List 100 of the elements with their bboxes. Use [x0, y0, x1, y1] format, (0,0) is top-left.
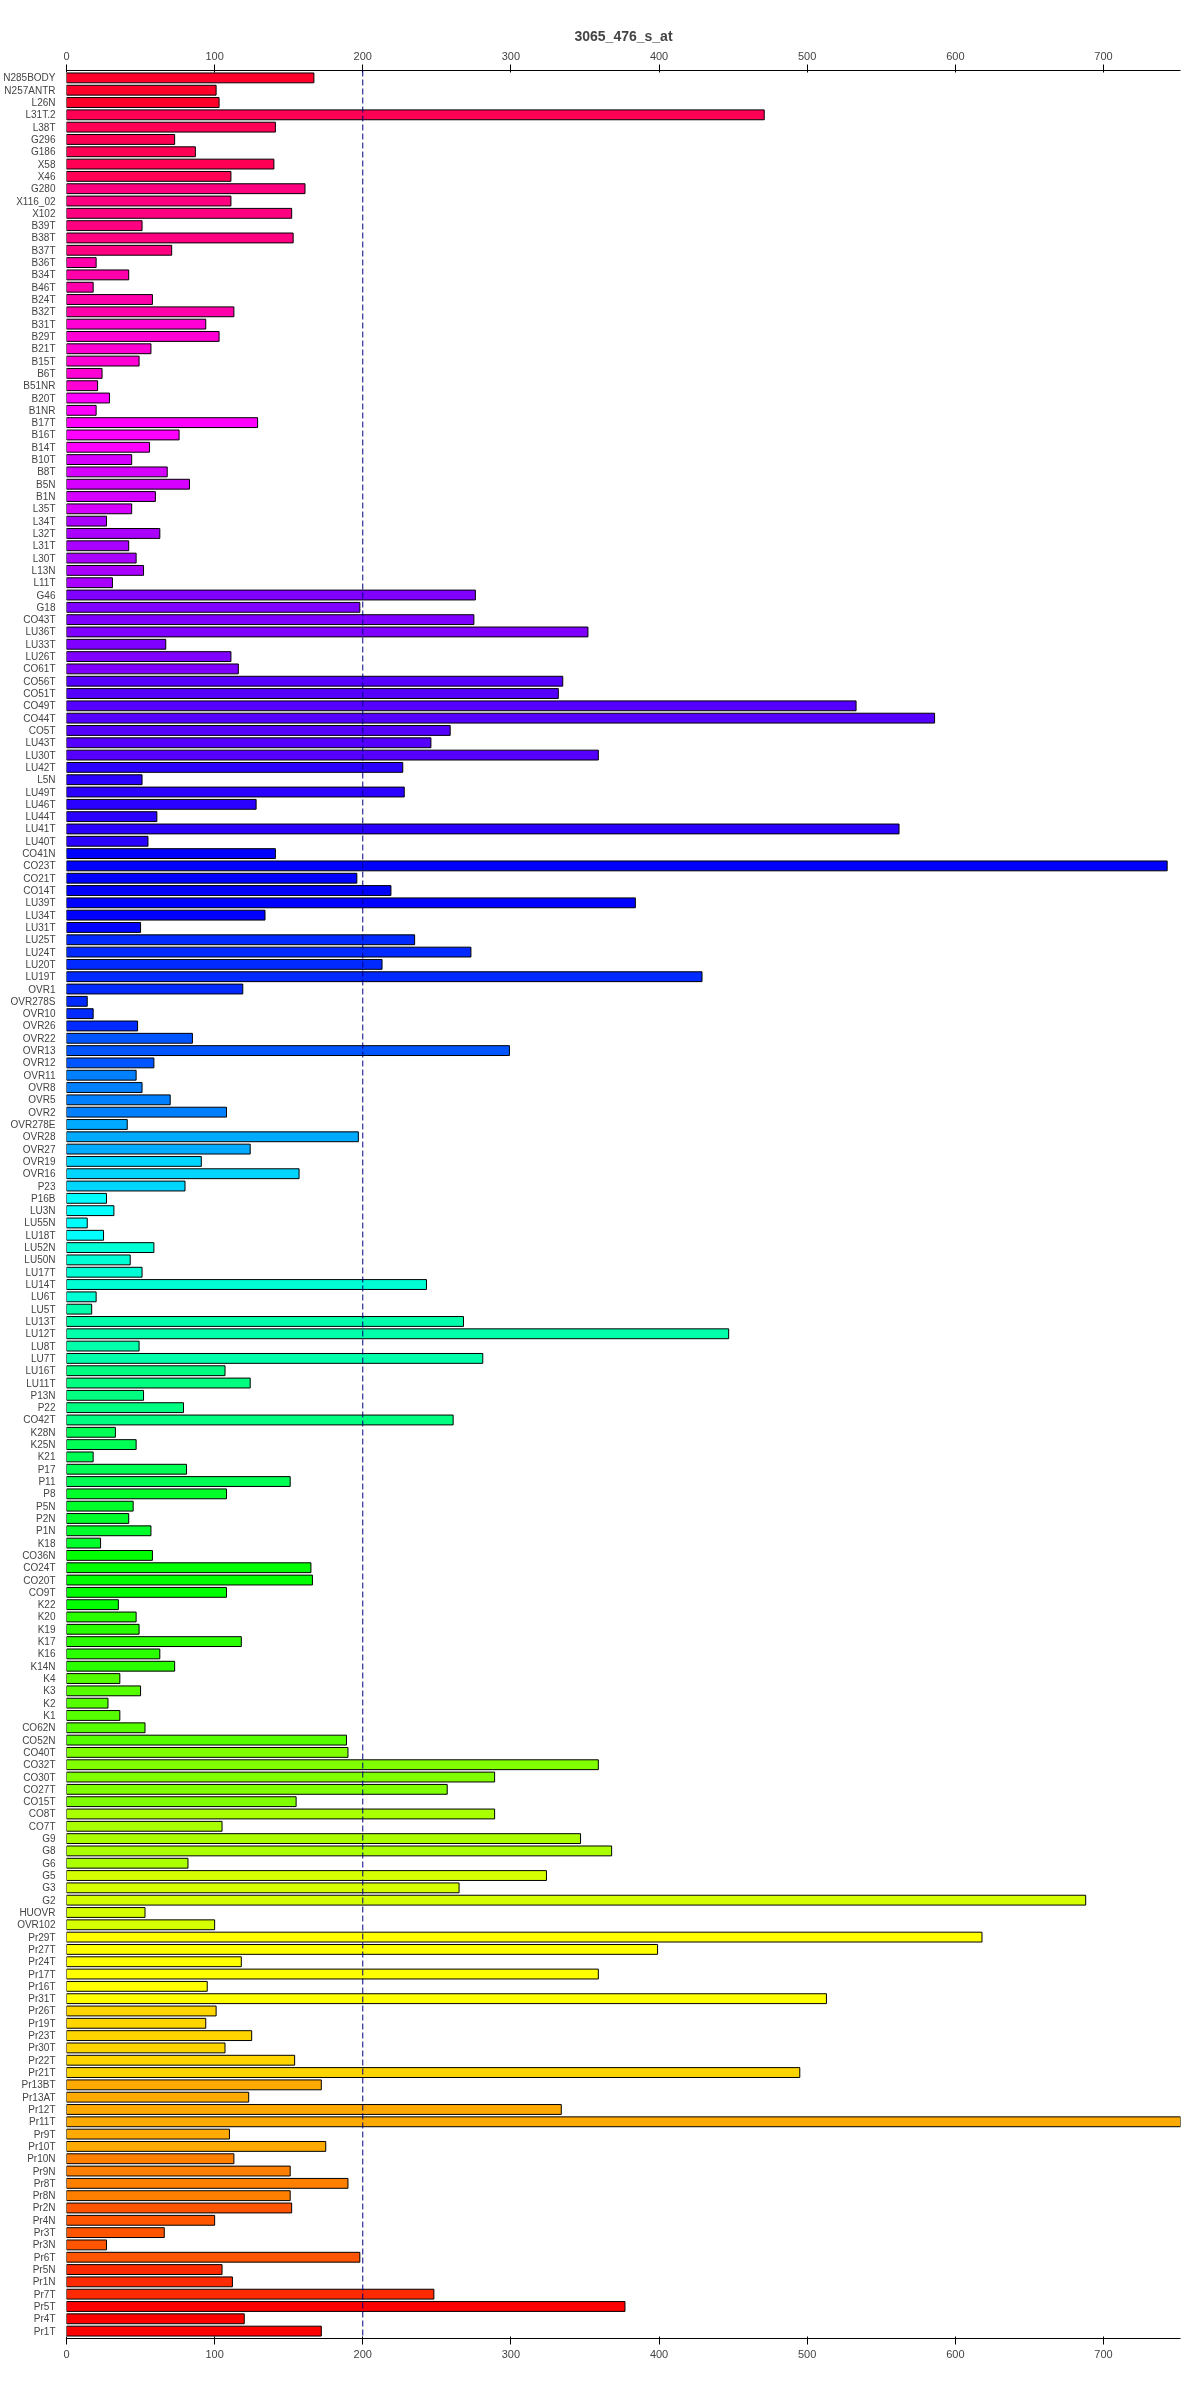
y-tick-label: LU8T — [31, 1340, 56, 1352]
y-tick-label: P23 — [37, 1180, 56, 1192]
y-tick-label: X102 — [32, 207, 56, 219]
y-tick-label: P22 — [37, 1402, 56, 1414]
y-tick-label: CO9T — [28, 1586, 56, 1598]
y-tick-label: L5N — [37, 774, 56, 786]
y-tick-label: K25N — [30, 1439, 56, 1451]
y-tick-label: G296 — [31, 133, 56, 145]
y-tick-label: CO15T — [23, 1796, 56, 1808]
y-tick-label: LU49T — [25, 786, 56, 798]
y-tick-label: OVR12 — [22, 1057, 56, 1069]
y-tick-label: Pr30T — [28, 2042, 56, 2054]
y-tick-label: K22 — [37, 1599, 56, 1611]
y-tick-label: LU50N — [24, 1254, 56, 1266]
y-tick-label: L34T — [32, 515, 56, 527]
y-tick-label: G18 — [36, 601, 56, 613]
y-tick-label: K20 — [37, 1611, 56, 1623]
y-tick-label: B46T — [31, 281, 56, 293]
y-tick-label: G8 — [42, 1845, 56, 1857]
y-tick-label: P11 — [38, 1476, 56, 1488]
y-tick-label: LU18T — [25, 1229, 56, 1241]
y-tick-label: B5N — [36, 478, 56, 490]
y-tick-label: LU19T — [25, 971, 56, 983]
y-tick-label: OVR27 — [22, 1143, 56, 1155]
x2-tick-label: 600 — [946, 2347, 965, 2360]
y-tick-label: P1N — [36, 1525, 56, 1537]
y-tick-label: B29T — [31, 330, 56, 342]
y-tick-label: OVR1 — [28, 983, 56, 995]
y-tick-label: P5N — [36, 1500, 56, 1512]
x2-tick-label: 500 — [798, 2347, 817, 2360]
y-tick-label: K4 — [43, 1673, 56, 1685]
y-tick-label: B16T — [31, 429, 56, 441]
x-tick-label: 200 — [353, 49, 372, 62]
y-tick-label: LU12T — [25, 1328, 56, 1340]
y-tick-label: CO14T — [23, 885, 56, 897]
y-tick-label: B37T — [31, 244, 56, 256]
chart-title: 3065_476_s_at — [574, 27, 673, 44]
y-tick-label: Pr1N — [32, 2276, 56, 2288]
y-tick-label: B31T — [31, 318, 56, 330]
y-tick-label: Pr17T — [28, 1968, 56, 1980]
y-tick-label: P8 — [43, 1488, 56, 1500]
y-tick-label: B15T — [31, 355, 56, 367]
y-tick-label: CO62N — [22, 1722, 56, 1734]
y-tick-label: LU44T — [25, 811, 56, 823]
y-tick-label: B20T — [31, 392, 56, 404]
y-tick-label: LU11T — [26, 1377, 56, 1389]
y-tick-label: CO43T — [23, 614, 56, 626]
y-tick-label: CO61T — [23, 663, 56, 675]
y-tick-label: LU13T — [25, 1315, 56, 1327]
y-tick-label: K2 — [43, 1697, 56, 1709]
y-tick-label: OVR278S — [10, 995, 56, 1007]
y-tick-label: B1N — [36, 491, 56, 503]
y-tick-label: OVR11 — [23, 1069, 56, 1081]
y-tick-label: X46 — [37, 170, 56, 182]
y-tick-label: B32T — [31, 306, 56, 318]
y-tick-label: Pr7T — [33, 2288, 56, 2300]
x2-tick-label: 200 — [353, 2347, 372, 2360]
y-tick-label: HUOVR — [19, 1906, 56, 1918]
y-tick-label: L26N — [31, 97, 56, 109]
y-tick-label: LU16T — [25, 1365, 56, 1377]
y-tick-label: CO36N — [22, 1549, 56, 1561]
y-tick-label: L35T — [32, 503, 56, 515]
y-tick-label: CO21T — [23, 872, 56, 884]
y-tick-label: B51NR — [23, 380, 56, 392]
y-tick-label: Pr9N — [32, 2165, 56, 2177]
y-tick-label: G46 — [36, 589, 56, 601]
y-tick-label: LU5T — [31, 1303, 56, 1315]
y-tick-label: B39T — [31, 220, 56, 232]
y-tick-label: Pr9T — [33, 2128, 56, 2140]
y-tick-label: Pr6T — [33, 2251, 56, 2263]
y-tick-label: B17T — [31, 417, 56, 429]
y-tick-label: B36T — [31, 257, 56, 269]
x-tick-label: 0 — [63, 49, 70, 62]
y-tick-label: G186 — [31, 146, 56, 158]
y-tick-label: LU24T — [25, 946, 56, 958]
y-tick-label: CO5T — [28, 724, 56, 736]
y-tick-label: K19 — [37, 1623, 56, 1635]
y-tick-label: LU43T — [25, 737, 56, 749]
y-tick-label: LU34T — [25, 909, 56, 921]
y-tick-label: Pr1T — [33, 2325, 56, 2337]
y-tick-label: OVR28 — [22, 1131, 56, 1143]
y-tick-label: LU20T — [25, 958, 56, 970]
y-tick-label: G5 — [42, 1870, 56, 1882]
y-tick-label: CO20T — [23, 1574, 56, 1586]
y-tick-label: P13N — [30, 1389, 56, 1401]
y-tick-label: Pr12T — [28, 2103, 56, 2115]
x-tick-label: 400 — [649, 49, 669, 62]
y-tick-label: Pr22T — [28, 2054, 56, 2066]
y-tick-label: X58 — [37, 158, 56, 170]
y-tick-label: OVR2 — [28, 1106, 56, 1118]
y-tick-label: LU40T — [25, 835, 56, 847]
y-tick-label: CO42T — [23, 1414, 56, 1426]
x2-tick-label: 700 — [1094, 2347, 1113, 2360]
y-tick-label: N285BODY — [3, 72, 56, 84]
y-tick-label: LU7T — [31, 1352, 56, 1364]
y-tick-label: K18 — [37, 1537, 56, 1549]
y-tick-label: B24T — [31, 294, 56, 306]
y-tick-label: CO49T — [23, 700, 56, 712]
y-tick-label: CO40T — [23, 1746, 56, 1758]
y-tick-label: B10T — [31, 454, 56, 466]
